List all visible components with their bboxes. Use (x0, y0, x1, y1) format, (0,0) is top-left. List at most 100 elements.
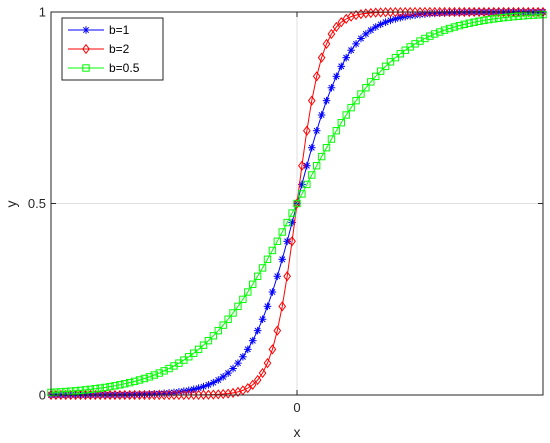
data-point-square (81, 386, 90, 394)
data-point-diamond (337, 17, 346, 28)
legend-marker-square (82, 64, 90, 72)
data-point-square (480, 16, 488, 25)
asterisk-stroke (352, 40, 360, 47)
data-point-asterisk (239, 352, 247, 361)
data-point-square (278, 228, 286, 236)
data-point-square (312, 161, 321, 170)
data-point-square (416, 37, 424, 45)
data-point-square (367, 78, 375, 86)
data-point-square (288, 209, 296, 217)
data-point-diamond (288, 236, 296, 247)
data-point-diamond (283, 271, 292, 282)
data-point-diamond (322, 38, 331, 49)
data-point-square (317, 152, 326, 161)
legend: b=1 b=2 b=0.5 (61, 17, 164, 81)
data-point-diamond (248, 379, 257, 390)
data-point-asterisk (244, 345, 252, 354)
series-b=0.5 (47, 10, 547, 397)
data-point-asterisk (253, 326, 262, 335)
asterisk-stroke (333, 73, 340, 80)
data-point-square (96, 384, 104, 392)
y-tick-label: 0 (39, 388, 46, 403)
data-point-square (426, 32, 434, 40)
data-point-square (303, 180, 311, 189)
data-point-square (499, 13, 508, 22)
data-point-square (519, 12, 528, 20)
data-point-square (194, 345, 203, 354)
data-point-asterisk (303, 161, 311, 170)
data-point-diamond (317, 52, 326, 63)
data-point-square (106, 382, 114, 391)
asterisk-stroke (210, 379, 217, 386)
asterisk-stroke (215, 376, 222, 384)
data-point-square (263, 255, 272, 264)
data-point-square (347, 103, 355, 112)
asterisk-stroke (318, 111, 325, 119)
data-point-diamond (332, 21, 341, 33)
axis-ticks: 000.51 (28, 5, 543, 415)
asterisk-stroke (323, 97, 330, 104)
asterisk-stroke (367, 27, 374, 34)
legend-marker-diamond (82, 43, 90, 55)
data-point-square (253, 272, 262, 280)
asterisk-stroke (225, 370, 232, 377)
asterisk-stroke (269, 288, 276, 296)
y-tick-label: 1 (39, 5, 46, 20)
data-point-square (229, 309, 237, 317)
asterisk-stroke (338, 63, 345, 70)
data-point-square (155, 369, 163, 377)
legend-entry-b=1: b=1 (68, 23, 130, 37)
data-point-square (111, 382, 119, 390)
data-point-square (130, 377, 139, 386)
data-point-square (268, 246, 277, 255)
data-point-square (135, 376, 144, 384)
data-point-asterisk (307, 143, 316, 152)
data-point-diamond (298, 160, 306, 171)
data-point-square (126, 378, 134, 387)
asterisk-stroke (303, 162, 310, 169)
data-point-square (204, 336, 213, 345)
legend-marker-asterisk (82, 26, 90, 34)
data-point-square (445, 24, 454, 33)
data-point-square (273, 237, 282, 246)
data-point-square (283, 218, 291, 227)
asterisk-stroke (397, 14, 404, 21)
data-point-square (450, 23, 459, 31)
data-point-diamond (253, 374, 262, 386)
data-point-square (332, 127, 341, 135)
data-point-square (322, 143, 331, 152)
data-point-square (495, 14, 503, 22)
asterisk-stroke (284, 238, 291, 245)
data-point-square (308, 171, 316, 179)
data-point-square (234, 302, 242, 311)
data-point-square (514, 12, 523, 20)
data-point-square (475, 17, 483, 25)
data-point-square (71, 387, 80, 395)
data-point-asterisk (234, 359, 242, 367)
data-point-square (465, 19, 473, 27)
asterisk-stroke (254, 327, 261, 334)
asterisk-stroke (274, 273, 281, 280)
asterisk-stroke (343, 54, 350, 61)
data-point-square (86, 385, 95, 394)
data-point-square (214, 326, 222, 335)
data-point-square (145, 373, 154, 381)
asterisk-stroke (82, 26, 90, 34)
data-point-square (490, 15, 498, 23)
data-point-diamond (312, 71, 321, 82)
data-point-square (219, 321, 227, 329)
data-point-diamond (302, 125, 311, 136)
data-point-asterisk (219, 373, 227, 381)
data-point-asterisk (312, 126, 321, 135)
legend-entry-b=2: b=2 (68, 42, 130, 56)
data-point-square (160, 367, 168, 375)
data-point-square (342, 111, 350, 119)
data-point-asterisk (332, 72, 341, 81)
data-point-square (76, 386, 85, 395)
asterisk-stroke (249, 337, 256, 344)
data-point-square (150, 371, 159, 379)
data-point-square (460, 20, 468, 29)
data-point-asterisk (357, 34, 365, 43)
data-point-asterisk (337, 62, 346, 71)
data-point-square (440, 26, 449, 34)
